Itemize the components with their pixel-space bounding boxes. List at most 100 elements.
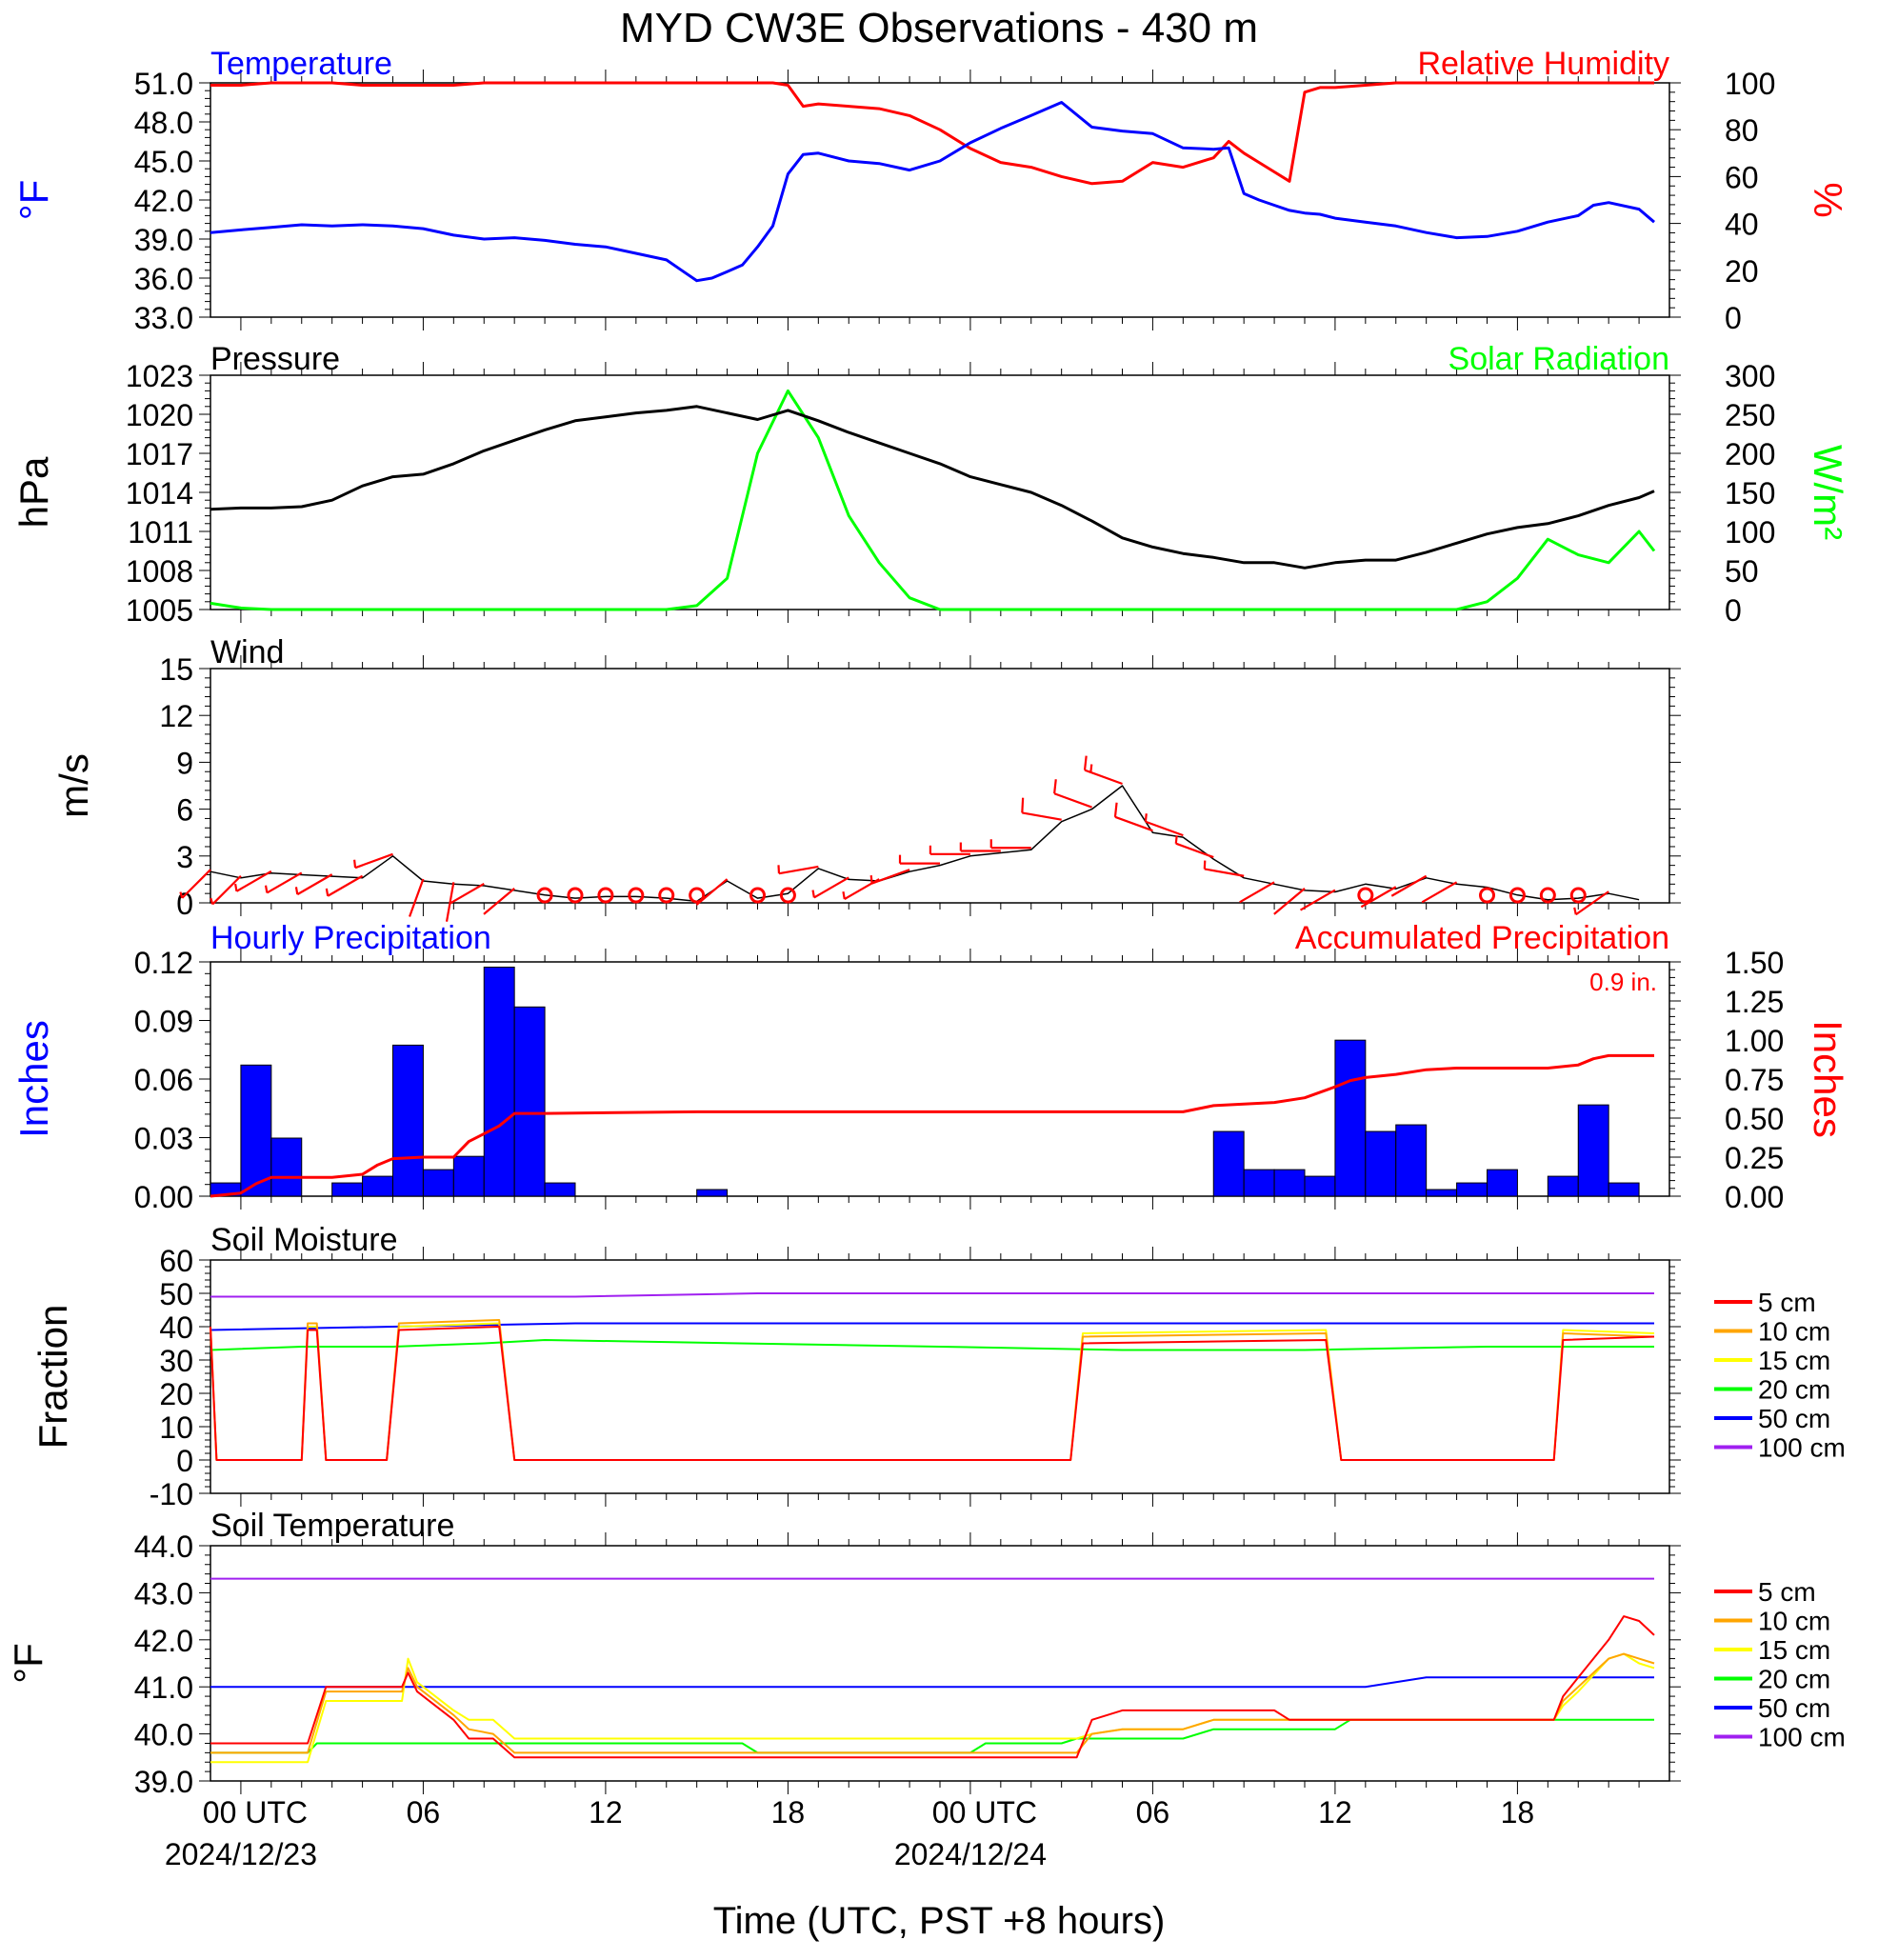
y-right-tick-label: 300 (1725, 359, 1775, 393)
legend-label: 10 cm (1758, 1607, 1830, 1636)
y-axis-label-left: Fraction (30, 1305, 75, 1450)
y-right-tick-label: 60 (1725, 160, 1759, 194)
y-right-tick-label: 100 (1725, 515, 1775, 550)
accumulated-total-label: 0.9 in. (1589, 968, 1657, 996)
wind-barb-flag (1022, 798, 1023, 813)
panel-title-right: Relative Humidity (1417, 46, 1669, 82)
wind-barb-flag (327, 889, 328, 896)
precip-bar (1578, 1105, 1608, 1196)
wind-barb-flag (813, 890, 814, 898)
wind-barb-flag (1176, 835, 1177, 843)
precip-bar (423, 1170, 453, 1196)
y-right-tick-label: 20 (1725, 254, 1759, 289)
legend-label: 15 cm (1758, 1346, 1830, 1375)
x-tick-label: 12 (589, 1795, 623, 1830)
panel-title-right: Solar Radiation (1448, 341, 1669, 377)
x-tick-label: 06 (1136, 1795, 1170, 1830)
y-tick-label: 42.0 (134, 184, 193, 218)
y-tick-label: 10 (159, 1410, 193, 1445)
y-tick-label: 45.0 (134, 145, 193, 179)
precip-bar (453, 1156, 484, 1196)
panel-title-right: Accumulated Precipitation (1295, 920, 1669, 956)
x-axis-label: Time (UTC, PST +8 hours) (713, 1900, 1166, 1942)
y-tick-label: 51.0 (134, 67, 193, 101)
y-tick-label: 1011 (128, 515, 193, 550)
y-tick-label: 20 (159, 1377, 193, 1411)
y-right-tick-label: 0.50 (1725, 1102, 1784, 1136)
panel-title-left: Wind (210, 634, 284, 670)
precip-bar (332, 1183, 363, 1196)
chart-title: MYD CW3E Observations - 430 m (620, 5, 1258, 51)
y-tick-label: 39.0 (134, 223, 193, 257)
y-axis-label-left: °F (11, 180, 56, 220)
precip-bar (545, 1183, 575, 1196)
x-tick-label: 00 UTC (932, 1795, 1037, 1830)
y-axis-label-right: W/m² (1806, 445, 1850, 540)
y-axis-label-left: m/s (51, 753, 96, 818)
y-tick-label: 0.06 (134, 1063, 193, 1097)
y-tick-label: 0.09 (134, 1005, 193, 1039)
wind-barb-flag (1146, 813, 1147, 821)
legend-label: 100 cm (1758, 1433, 1846, 1463)
y-right-tick-label: 0.75 (1725, 1063, 1784, 1097)
wind-barb-flag (354, 860, 355, 868)
legend-label: 50 cm (1758, 1693, 1830, 1723)
y-tick-label: 36.0 (134, 262, 193, 296)
wind-barb-flag (1574, 908, 1576, 914)
y-right-tick-label: 200 (1725, 437, 1775, 471)
precip-bar (1548, 1176, 1578, 1196)
y-axis-label-left: hPa (11, 456, 56, 528)
precip-bar (1213, 1131, 1244, 1196)
y-tick-label: 43.0 (134, 1576, 193, 1610)
precip-bar (697, 1190, 728, 1196)
y-tick-label: 0.12 (134, 946, 193, 980)
y-axis-label-right: Inches (1806, 1020, 1850, 1138)
x-tick-label: 12 (1318, 1795, 1352, 1830)
y-tick-label: 48.0 (134, 106, 193, 140)
x-date-label: 2024/12/23 (165, 1837, 317, 1871)
precip-bar (1608, 1183, 1639, 1196)
y-tick-label: 1008 (126, 554, 193, 589)
y-right-tick-label: 1.50 (1725, 946, 1784, 980)
y-right-tick-label: 40 (1725, 208, 1759, 242)
y-tick-label: 30 (159, 1344, 193, 1378)
y-right-tick-label: 0 (1725, 593, 1742, 628)
wind-barb-flag (871, 875, 872, 883)
y-tick-label: 50 (159, 1277, 193, 1311)
legend-label: 100 cm (1758, 1723, 1846, 1752)
y-right-tick-label: 100 (1725, 67, 1775, 101)
precip-bar (241, 1065, 271, 1196)
precip-bar (363, 1176, 393, 1196)
precip-bar (1274, 1170, 1305, 1196)
y-tick-label: 42.0 (134, 1624, 193, 1658)
y-tick-label: 40 (159, 1310, 193, 1345)
y-right-tick-label: 50 (1725, 554, 1759, 589)
y-tick-label: 1020 (126, 398, 193, 432)
y-tick-label: 44.0 (134, 1530, 193, 1564)
precip-bar (1457, 1183, 1488, 1196)
y-tick-label: -10 (150, 1477, 193, 1511)
y-right-tick-label: 1.00 (1725, 1024, 1784, 1058)
y-tick-label: 15 (159, 652, 193, 687)
y-tick-label: 12 (159, 699, 193, 733)
panel-title-left: Pressure (210, 341, 340, 377)
precip-bar (484, 967, 514, 1196)
legend-label: 20 cm (1758, 1665, 1830, 1694)
y-right-tick-label: 0 (1725, 301, 1742, 335)
y-tick-label: 1014 (126, 476, 193, 510)
precip-bar (514, 1007, 545, 1196)
wind-barb-flag (266, 886, 267, 893)
precip-bar (271, 1138, 302, 1196)
legend-label: 5 cm (1758, 1288, 1816, 1317)
x-tick-label: 18 (771, 1795, 806, 1830)
y-tick-label: 40.0 (134, 1718, 193, 1752)
y-axis-label-left: °F (6, 1643, 50, 1683)
y-axis-label-left: Inches (11, 1020, 56, 1138)
precip-bar (1335, 1040, 1366, 1196)
y-tick-label: 1023 (126, 359, 193, 393)
x-tick-label: 18 (1501, 1795, 1535, 1830)
y-right-tick-label: 250 (1725, 398, 1775, 432)
y-tick-label: 1017 (126, 437, 193, 471)
